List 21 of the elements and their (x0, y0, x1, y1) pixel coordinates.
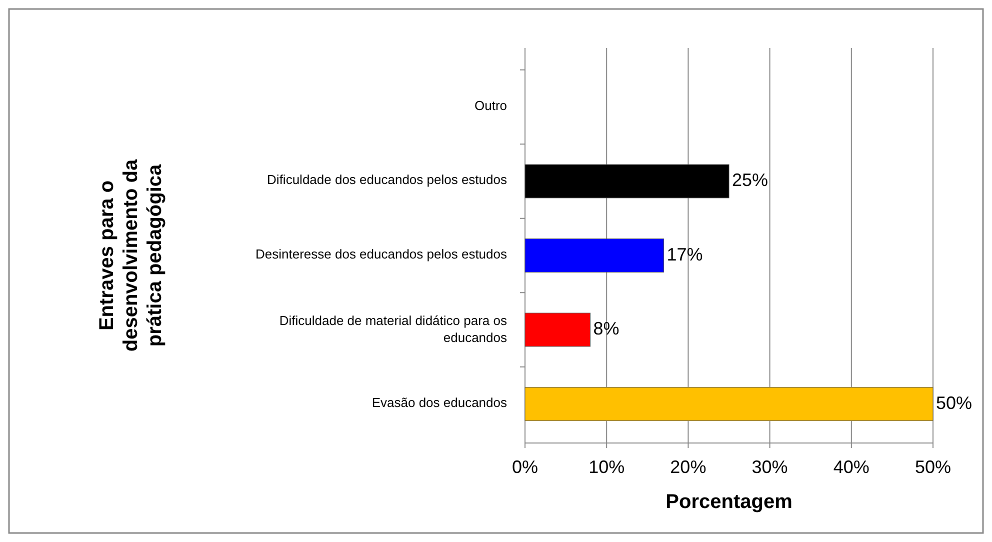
x-tick-label: 40% (833, 457, 870, 477)
data-label: 8% (593, 318, 620, 339)
data-label: 25% (732, 170, 768, 190)
y-tick-label: Dificuldade dos educandos pelos estudos (267, 172, 508, 188)
bar (524, 238, 664, 272)
data-label: 50% (936, 392, 972, 413)
x-tick-label: 30% (752, 457, 788, 477)
x-tick-label: 10% (588, 457, 625, 477)
bar (524, 387, 934, 421)
x-axis-title: Porcentagem (666, 491, 792, 513)
y-tick-label: Outro (474, 98, 507, 114)
y-tick-label: Dificuldade de material didático para os educandos (279, 313, 508, 346)
x-tick-label: 50% (914, 457, 952, 477)
y-axis-title: Entraves para o desenvolvimento da prática pedagógica (96, 158, 166, 352)
x-tick-label: 0% (512, 457, 538, 477)
y-tick-label: Evasão dos educandos (372, 395, 508, 410)
bar (524, 164, 730, 198)
bar (524, 312, 591, 347)
x-tick-label: 20% (670, 457, 706, 477)
y-tick-label: Desinteresse dos educandos pelos estudos (256, 246, 508, 262)
data-label: 17% (666, 244, 703, 264)
